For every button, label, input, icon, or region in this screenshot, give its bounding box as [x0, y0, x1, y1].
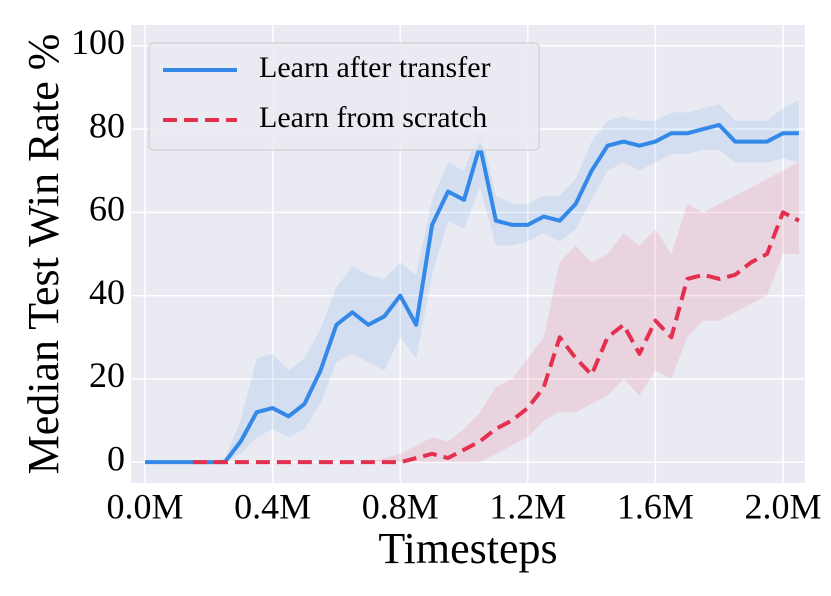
data-line: [192, 210, 800, 465]
legend-label: Learn after transfer: [259, 51, 491, 84]
legend-label: Learn from scratch: [259, 101, 487, 134]
x-tick-label: 0.0M: [107, 486, 184, 526]
x-tick-label: 1.2M: [489, 486, 566, 526]
y-axis-label: Median Test Win Rate %: [19, 34, 68, 475]
x-axis-label: Timesteps: [378, 524, 557, 573]
y-tick-label: 20: [89, 355, 125, 395]
y-tick-label: 40: [89, 272, 125, 312]
y-tick-label: 0: [107, 438, 125, 478]
y-tick-label: 80: [89, 105, 125, 145]
x-tick-label: 0.8M: [362, 486, 439, 526]
y-tick-label: 60: [89, 189, 125, 229]
confidence-band: [145, 99, 799, 463]
y-tick-label: 100: [71, 22, 125, 62]
data-line: [145, 122, 799, 465]
legend-box: [148, 42, 540, 151]
x-tick-label: 1.6M: [617, 486, 694, 526]
confidence-band: [192, 162, 799, 463]
x-tick-label: 2.0M: [744, 486, 821, 526]
x-tick-label: 0.4M: [234, 486, 311, 526]
